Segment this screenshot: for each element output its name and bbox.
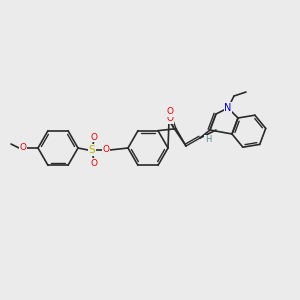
Text: S: S	[89, 145, 95, 155]
Text: O: O	[167, 107, 173, 116]
Text: O: O	[91, 133, 98, 142]
Text: O: O	[20, 143, 26, 152]
Text: N: N	[224, 103, 232, 113]
Text: O: O	[103, 146, 110, 154]
Text: O: O	[91, 158, 98, 167]
Text: O: O	[167, 114, 173, 123]
Text: H: H	[205, 136, 211, 145]
